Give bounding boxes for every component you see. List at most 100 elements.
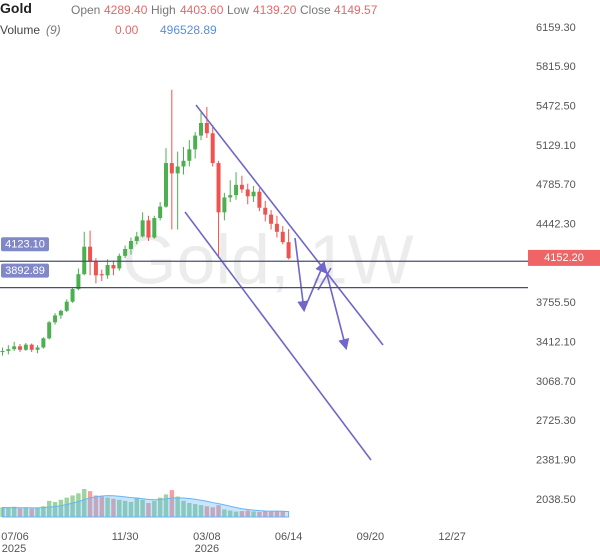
volume-bar [216,505,221,517]
watermark: Gold, 1W [122,220,414,298]
volume-bar [122,500,128,517]
volume-bar [128,501,134,517]
candle-body [53,315,58,323]
candle-body [210,133,215,164]
volume-bar [140,499,145,517]
candle-body [152,218,157,238]
candle-body [187,149,192,161]
candle-body [82,246,87,275]
candle-body [222,197,227,213]
volume-bar [210,507,215,517]
volume-bar [29,508,34,517]
arrow [323,262,350,351]
candle-body [105,265,110,276]
candle-body [134,236,139,241]
volume-bar [268,511,274,517]
volume-bar [257,511,262,517]
candle-body [257,191,262,208]
volume-bar [99,496,104,517]
price-line-label: 4123.10 [5,239,45,251]
legend-label: Close [300,3,331,17]
volume-bar [70,495,75,517]
price-line-label-bg [1,237,49,252]
candle-body [41,338,46,348]
x-year-label: 2025 [2,543,26,555]
price-line-label-bg [1,263,49,278]
candle-body [228,195,233,198]
candle-body [280,231,285,243]
volume-bar [233,511,239,517]
volume-bar [47,500,52,517]
volume-bar [11,506,17,517]
trend-line [195,104,384,346]
legend-label: High [151,3,176,17]
y-tick-label: 3755.50 [536,297,576,309]
last-price-label: 4152.20 [544,252,584,264]
y-tick-label: 5815.90 [536,61,576,73]
candle-body [6,349,11,351]
volume-bar [93,495,99,517]
x-tick-label: 03/08 [193,531,221,543]
y-tick-label: 2038.50 [536,494,576,506]
candle-body [216,163,221,213]
volume-bar [204,506,210,517]
candle-body [158,206,163,219]
last-price-bg [528,249,600,266]
y-tick-label: 3068.70 [536,376,576,388]
candle-body [204,122,209,134]
volume-bar [280,511,285,517]
candle-body [193,135,198,150]
candle-body [12,346,17,350]
y-tick-label: 6159.30 [536,22,576,34]
x-year-label: 2026 [195,543,219,555]
volume-bar [263,510,268,517]
y-tick-label: 2725.30 [536,415,576,427]
volume-bar [111,498,116,517]
volume-bar [87,491,93,517]
y-tick-label: 3412.10 [536,337,576,349]
candle-body [175,166,180,174]
candle-body [199,122,204,136]
legend-value: 4139.20 [253,3,297,17]
legend-value: 4403.60 [180,3,224,17]
candle-body [274,223,279,232]
volume-ma-value: 496528.89 [160,23,217,37]
candle-body [128,240,133,249]
y-tick-label: 5472.50 [536,101,576,113]
volume-bar [181,500,186,517]
user-drawings [184,104,384,461]
volume-bar [175,496,180,517]
x-tick-label: 06/14 [275,531,303,543]
volume-bar [146,503,151,517]
volume-bar [157,497,163,517]
volume-value: 0.00 [115,23,139,37]
legend-value: 4289.40 [104,3,148,17]
candle-body [263,207,268,215]
volume-bar [245,510,250,517]
legend-label: Open [71,3,101,17]
candle-body [163,163,168,207]
candle-body [88,246,93,262]
volume-bar [192,504,198,517]
volume-bar [152,500,157,517]
volume-bar [82,489,87,517]
volume-bar [64,497,69,517]
candle-body [239,184,244,190]
x-tick-label: 11/30 [112,531,139,543]
candle-body [146,220,151,238]
candle-body [23,344,28,350]
volume-bar [222,509,227,517]
volume-bar [169,490,175,517]
y-tick-label: 5129.10 [536,140,576,152]
candle-body [117,255,122,269]
volume-bar [251,511,256,517]
candle-body [169,163,174,174]
candle-body [18,346,23,350]
candle-body [251,191,256,197]
arrow [303,260,326,311]
candle-body [35,347,40,350]
volume-bar [239,511,245,517]
x-tick-label: 12/27 [438,531,466,543]
x-tick-label: 07/06 [1,531,29,543]
volume-bar [17,508,23,517]
